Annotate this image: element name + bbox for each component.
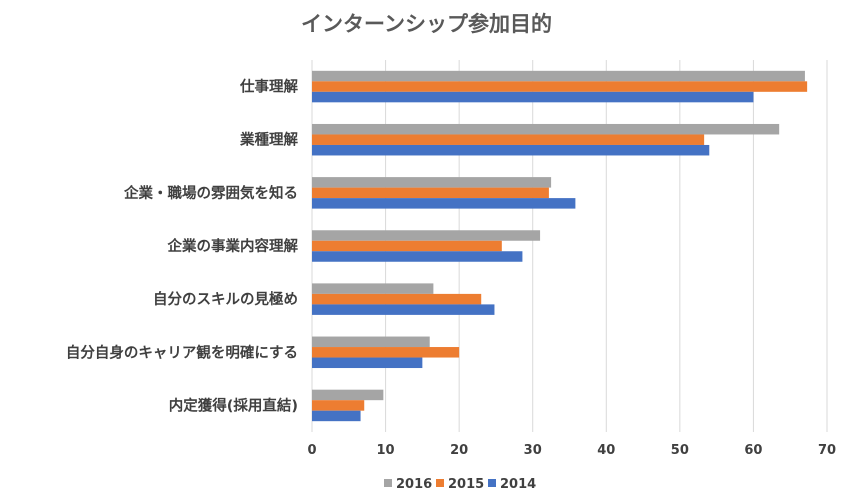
legend-swatch-2014	[488, 479, 496, 487]
chart-title: インターンシップ参加目的	[301, 12, 552, 36]
bar-2016-4	[312, 283, 434, 294]
bar-2015-3	[312, 240, 502, 252]
x-tick-label: 20	[450, 443, 468, 458]
bar-2015-2	[312, 187, 549, 199]
x-tick-label: 50	[671, 443, 689, 458]
bar-2016-6	[312, 389, 384, 401]
bar-2014-3	[312, 251, 523, 262]
category-label: 企業・職場の雰囲気を知る	[123, 184, 298, 202]
bar-2014-6	[312, 410, 361, 422]
bar-2014-2	[312, 198, 576, 209]
bar-2016-5	[312, 336, 430, 348]
bar-2014-0	[312, 91, 754, 103]
bar-2014-1	[312, 144, 710, 156]
bar-2016-3	[312, 230, 541, 241]
category-label: 業種理解	[239, 131, 298, 149]
category-label: 企業の事業内容理解	[167, 237, 299, 255]
bar-2016-0	[312, 70, 805, 82]
bar-2015-6	[312, 400, 365, 411]
legend-label: 2016	[396, 477, 432, 492]
bar-2015-0	[312, 81, 808, 92]
category-label: 仕事理解	[239, 78, 298, 96]
legend-label: 2014	[500, 477, 536, 492]
legend-swatch-2016	[384, 479, 392, 487]
bar-2015-4	[312, 293, 482, 305]
bar-2016-1	[312, 123, 780, 135]
bar-2015-5	[312, 347, 460, 358]
x-tick-label: 60	[744, 443, 762, 458]
bar-2014-5	[312, 357, 423, 369]
category-label: 自分自身のキャリア観を明確にする	[66, 343, 298, 361]
x-tick-label: 0	[307, 443, 316, 458]
legend-label: 2015	[448, 477, 484, 492]
bar-2014-4	[312, 304, 495, 315]
bar-2016-2	[312, 177, 552, 188]
x-tick-label: 30	[524, 443, 542, 458]
x-tick-label: 10	[377, 443, 395, 458]
category-label: 自分のスキルの見極め	[153, 290, 298, 308]
legend-swatch-2015	[436, 479, 444, 487]
category-label: 内定獲得(採用直結)	[169, 396, 298, 414]
bar-2015-1	[312, 134, 705, 145]
x-tick-label: 70	[818, 443, 836, 458]
x-tick-label: 40	[597, 443, 615, 458]
